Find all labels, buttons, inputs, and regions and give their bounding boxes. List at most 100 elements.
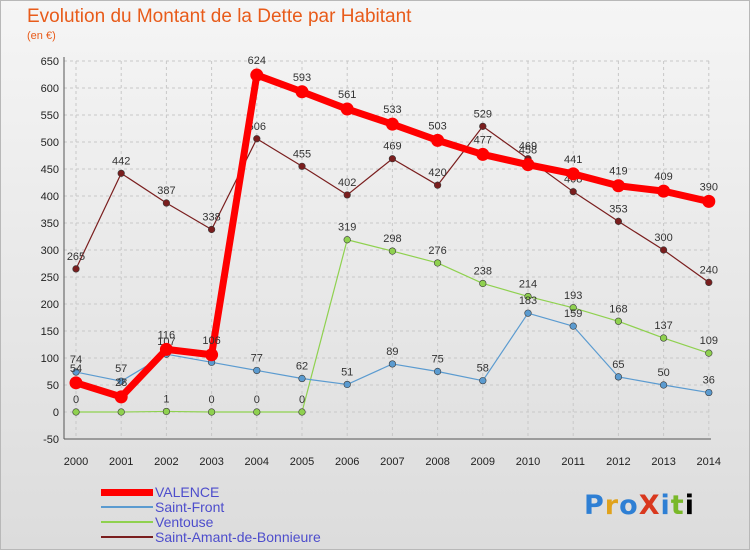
x-tick-label: 2008 — [425, 456, 449, 468]
data-point-ventouse — [524, 292, 532, 301]
data-point-saint-amant-de-bonnieure — [479, 122, 487, 130]
x-tick-label: 2004 — [245, 456, 269, 468]
data-label-valence: 624 — [248, 55, 266, 67]
data-point-valence — [340, 102, 354, 116]
data-point-valence — [250, 68, 264, 82]
x-tick-label: 2005 — [290, 456, 314, 468]
data-point-valence — [159, 342, 173, 356]
data-label-saint-front: 183 — [519, 295, 537, 307]
data-label-valence: 419 — [609, 166, 627, 178]
y-tick-label: 400 — [41, 191, 59, 203]
data-label-saint-amant-de-bonnieure: 529 — [474, 108, 492, 120]
data-point-saint-amant-de-bonnieure — [388, 155, 397, 163]
data-label-ventouse: 137 — [654, 320, 672, 332]
data-point-valence — [385, 117, 399, 131]
data-label-valence: 28 — [115, 377, 127, 389]
data-point-saint-front — [659, 381, 668, 389]
data-label-ventouse: 0 — [209, 394, 215, 406]
data-label-saint-front: 65 — [612, 359, 624, 371]
data-point-saint-amant-de-bonnieure — [162, 199, 170, 207]
data-point-ventouse — [298, 408, 306, 416]
x-tick-label: 2000 — [64, 456, 88, 468]
logo-letter: X — [638, 490, 661, 521]
y-tick-label: 0 — [53, 407, 59, 419]
data-point-saint-front — [253, 366, 261, 375]
data-point-valence — [521, 158, 535, 172]
y-tick-label: 650 — [41, 56, 59, 68]
data-point-saint-front — [343, 380, 351, 389]
data-point-ventouse — [162, 407, 170, 416]
data-label-saint-front: 77 — [251, 352, 263, 364]
data-point-ventouse — [253, 408, 261, 416]
data-point-saint-amant-de-bonnieure — [659, 246, 668, 254]
data-point-saint-amant-de-bonnieure — [253, 135, 261, 143]
legend-label: Saint-Amant-de-Bonnieure — [155, 529, 321, 545]
data-label-ventouse: 298 — [383, 233, 401, 245]
data-label-valence: 409 — [654, 171, 672, 183]
x-tick-label: 2013 — [651, 456, 675, 468]
logo-letter: r — [604, 490, 620, 521]
data-label-saint-front: 58 — [477, 363, 489, 375]
y-tick-label: 150 — [41, 326, 59, 338]
data-point-ventouse — [659, 334, 668, 342]
data-label-valence: 458 — [519, 145, 537, 157]
data-point-saint-front — [479, 377, 487, 385]
y-tick-label: -50 — [43, 434, 59, 446]
data-point-ventouse — [388, 247, 397, 255]
data-label-saint-amant-de-bonnieure: 300 — [654, 232, 672, 244]
data-label-saint-amant-de-bonnieure: 442 — [112, 155, 130, 167]
data-label-ventouse: 276 — [428, 245, 446, 257]
logo-letter: i — [660, 490, 671, 521]
y-tick-label: 300 — [41, 245, 59, 257]
legend-item-valence: VALENCE — [101, 484, 431, 500]
data-point-ventouse — [569, 304, 577, 312]
data-label-saint-amant-de-bonnieure: 353 — [609, 203, 627, 215]
legend-item-saint-front: Saint-Front — [101, 499, 431, 515]
data-label-saint-amant-de-bonnieure: 469 — [383, 141, 401, 153]
data-point-ventouse — [479, 279, 487, 288]
data-point-valence — [611, 179, 625, 193]
data-label-saint-amant-de-bonnieure: 240 — [700, 264, 718, 276]
data-point-saint-front — [117, 377, 125, 385]
y-tick-label: 350 — [41, 218, 59, 230]
x-tick-label: 2002 — [154, 456, 178, 468]
data-point-saint-amant-de-bonnieure — [208, 225, 216, 234]
data-label-saint-front: 51 — [341, 366, 353, 378]
x-tick-label: 2009 — [471, 456, 495, 468]
data-point-ventouse — [705, 349, 713, 357]
data-point-saint-front — [388, 360, 397, 368]
legend-swatch — [101, 536, 153, 538]
data-point-saint-front — [72, 368, 80, 376]
data-label-ventouse: 168 — [609, 303, 627, 315]
data-point-saint-front — [705, 388, 713, 397]
data-point-ventouse — [72, 408, 80, 416]
proxiti-logo: ProXiti — [584, 490, 695, 521]
data-label-saint-amant-de-bonnieure: 420 — [428, 167, 446, 179]
data-point-saint-front — [569, 322, 577, 330]
data-point-valence — [114, 390, 128, 404]
data-label-ventouse: 193 — [564, 290, 582, 302]
x-tick-label: 2014 — [697, 456, 721, 468]
data-label-saint-front: 89 — [386, 346, 398, 358]
data-label-valence: 477 — [474, 134, 492, 146]
data-label-ventouse: 0 — [299, 394, 305, 406]
data-point-valence — [205, 348, 219, 362]
logo-letter: t — [670, 490, 685, 521]
data-label-ventouse: 319 — [338, 222, 356, 234]
chart-legend: VALENCE Saint-Front Ventouse Saint-Amant-de… — [101, 484, 431, 545]
legend-label: Ventouse — [155, 514, 214, 530]
data-label-valence: 116 — [158, 329, 176, 341]
legend-label: Saint-Front — [155, 499, 225, 515]
y-tick-label: 100 — [41, 353, 59, 365]
data-label-ventouse: 238 — [474, 265, 492, 277]
data-point-saint-front — [614, 373, 623, 381]
data-label-valence: 390 — [700, 181, 718, 193]
chart-subtitle: (en €) — [27, 30, 56, 42]
data-label-saint-amant-de-bonnieure: 387 — [157, 185, 175, 197]
x-tick-label: 2007 — [380, 456, 404, 468]
data-point-valence — [431, 133, 445, 147]
data-point-saint-amant-de-bonnieure — [705, 278, 713, 287]
data-label-valence: 106 — [202, 335, 220, 347]
data-label-saint-amant-de-bonnieure: 455 — [293, 148, 311, 160]
